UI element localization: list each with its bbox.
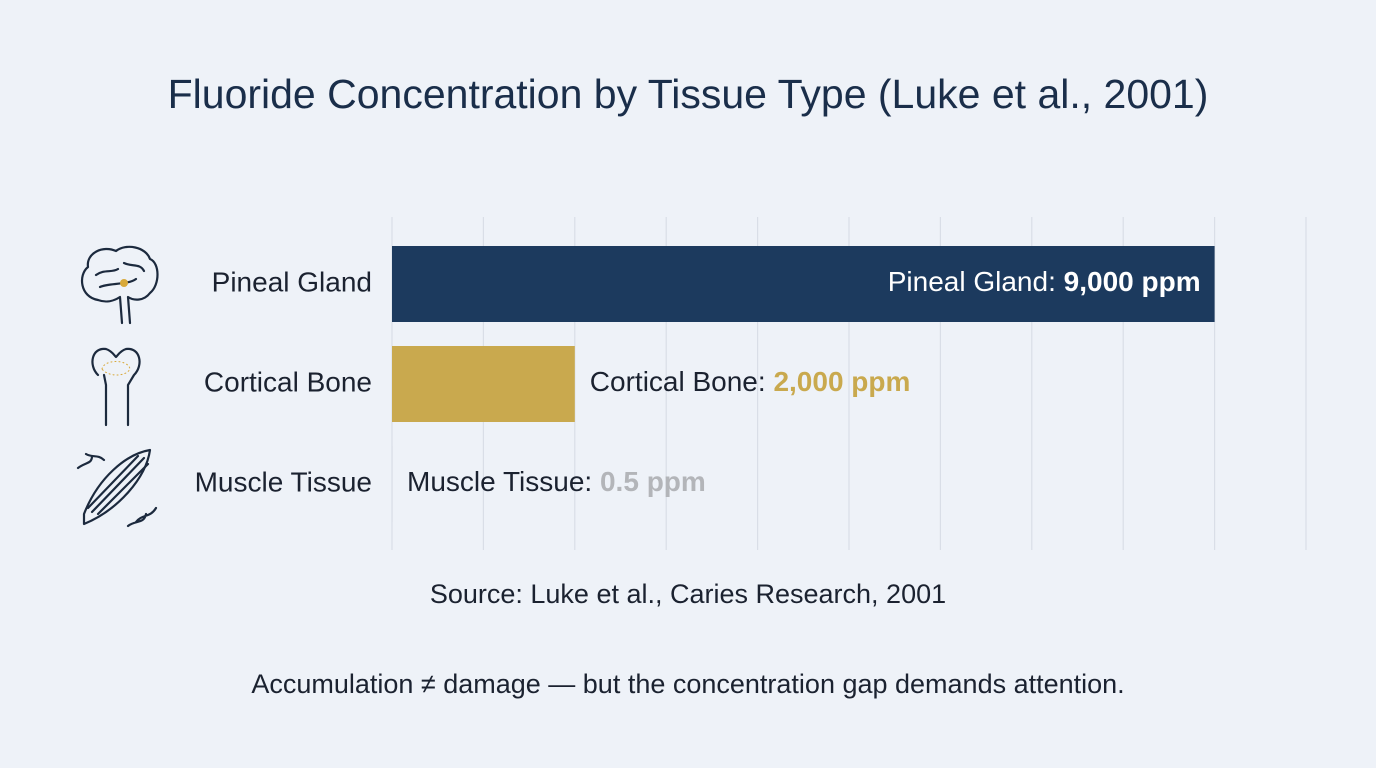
category-label: Pineal Gland	[212, 266, 372, 297]
bar	[392, 246, 1215, 322]
plot: Pineal Gland Pineal Gland: 9,000 ppm Corti…	[195, 246, 1215, 522]
footnote: Accumulation ≠ damage — but the concentr…	[251, 669, 1124, 699]
source: Source: Luke et al., Caries Research, 20…	[430, 579, 946, 609]
bone-icon	[91, 347, 141, 427]
data-label: Muscle Tissue: 0.5 ppm	[407, 466, 706, 497]
data-label-value: 2,000 ppm	[773, 366, 910, 397]
bar	[392, 346, 575, 422]
data-label-space	[766, 366, 774, 397]
data-label-value: 9,000 ppm	[1064, 266, 1201, 297]
data-label: Cortical Bone: 2,000 ppm	[590, 366, 911, 397]
data-label-name: Cortical Bone:	[590, 366, 766, 397]
data-label-space	[592, 466, 600, 497]
data-label-space	[1056, 266, 1064, 297]
muscle-icon	[76, 448, 158, 528]
category-label: Cortical Bone	[204, 366, 372, 397]
brain-icon	[80, 245, 159, 325]
data-label-name: Pineal Gland:	[888, 266, 1056, 297]
data-label-value: 0.5 ppm	[600, 466, 706, 497]
data-label: Pineal Gland: 9,000 ppm	[888, 266, 1201, 297]
chart-title: Fluoride Concentration by Tissue Type (L…	[168, 71, 1209, 117]
category-label: Muscle Tissue	[195, 466, 372, 497]
data-label-name: Muscle Tissue:	[407, 466, 592, 497]
